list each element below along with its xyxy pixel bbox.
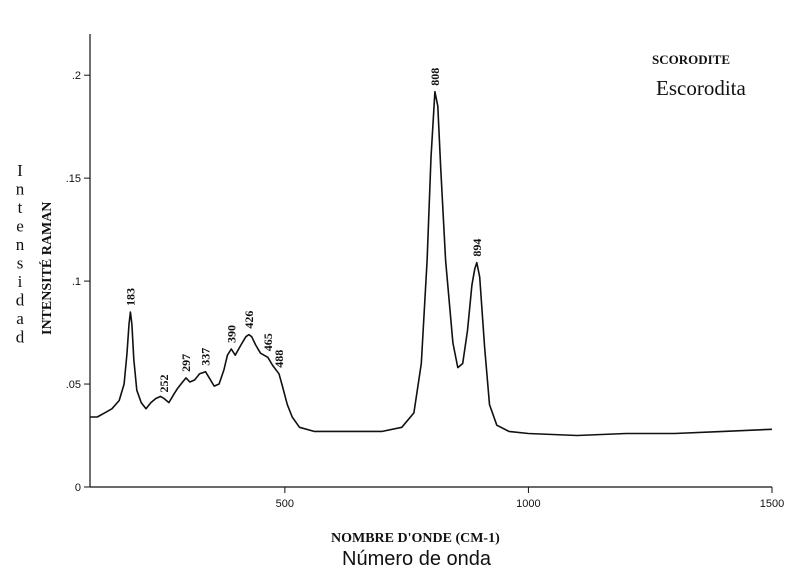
x-tick-label: 1000 [516, 498, 540, 510]
peak-label: 465 [261, 333, 275, 351]
peak-label: 894 [470, 239, 484, 257]
y-tick-label: .05 [66, 379, 81, 391]
y-tick-label: .1 [72, 276, 81, 288]
peak-label: 488 [272, 350, 286, 368]
chart-title: SCORODITE [652, 52, 730, 67]
peak-label: 252 [157, 375, 171, 393]
peak-label: 426 [242, 311, 256, 329]
y-axis-label: INTENSITÉ RAMAN [38, 202, 55, 335]
x-tick-label: 500 [276, 498, 294, 510]
x-tick-label: 1500 [760, 498, 784, 510]
y-tick-label: .15 [66, 173, 81, 185]
x-axis-label-secondary: Número de onda [342, 548, 492, 570]
peak-label: 297 [179, 354, 193, 372]
ticks: 0 .05 .1 .15 .2 500 1000 1500 [66, 70, 785, 510]
spectrum-line [90, 90, 773, 437]
peak-label: 390 [224, 325, 238, 343]
peak-label: 808 [428, 68, 442, 86]
x-axis-label: NOMBRE D'ONDE (CM-1) [331, 531, 500, 546]
peak-label: 183 [123, 288, 137, 306]
peak-label: 337 [199, 348, 213, 366]
axes [89, 34, 772, 488]
chart-subtitle: Escorodita [656, 76, 746, 100]
y-tick-label: .2 [72, 70, 81, 82]
y-tick-label: 0 [75, 482, 81, 494]
